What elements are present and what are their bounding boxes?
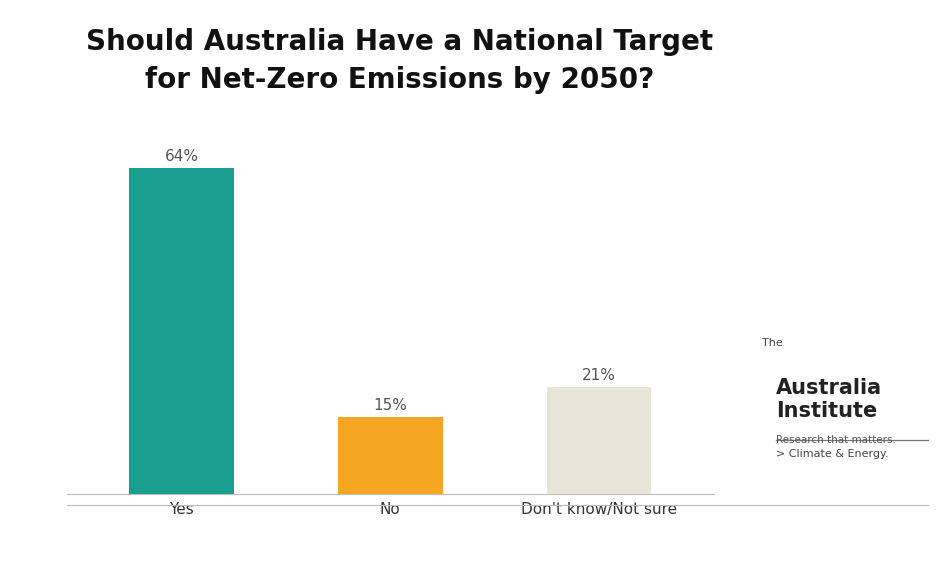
Text: 15%: 15%	[373, 398, 407, 413]
Text: Should Australia Have a National Target
for Net-Zero Emissions by 2050?: Should Australia Have a National Target …	[87, 28, 713, 94]
Bar	[338, 417, 443, 494]
Bar	[547, 387, 651, 494]
Text: Research that matters.: Research that matters.	[776, 435, 896, 445]
Text: The: The	[762, 338, 783, 348]
Text: Australia
Institute: Australia Institute	[776, 378, 882, 421]
Text: 64%: 64%	[165, 149, 199, 164]
Bar	[129, 168, 233, 494]
Text: 21%: 21%	[583, 368, 616, 383]
Text: > Climate & Energy.: > Climate & Energy.	[776, 449, 888, 459]
